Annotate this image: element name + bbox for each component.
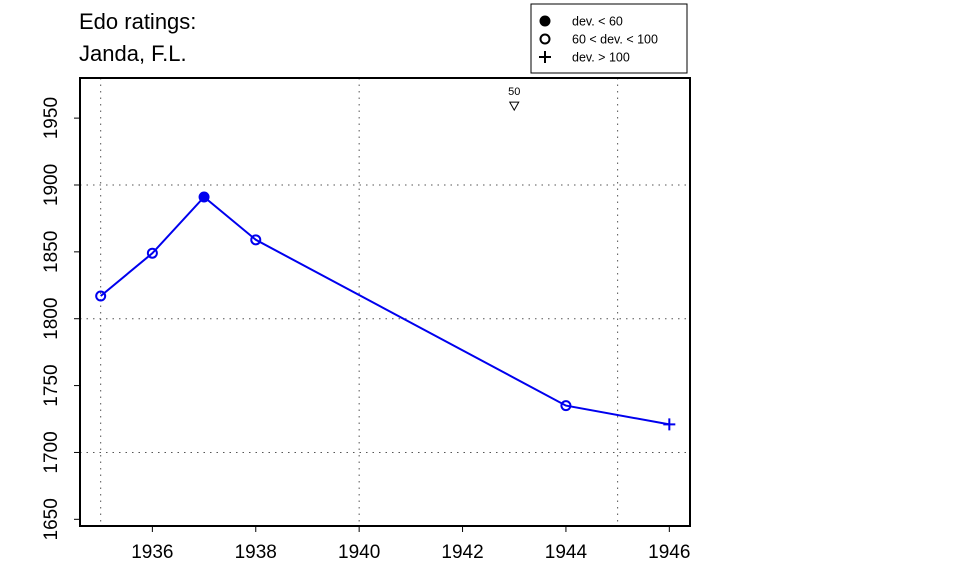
data-point <box>663 418 676 431</box>
data-point <box>198 191 210 203</box>
annotation-label: 50 <box>508 86 520 98</box>
legend: dev. < 60 60 < dev. < 100 dev. > 100 <box>530 3 688 74</box>
data-point <box>560 400 572 412</box>
plot-frame <box>79 77 691 527</box>
y-tick-label: 1700 <box>41 431 62 473</box>
y-tick-label: 1650 <box>41 498 62 540</box>
x-tick-label: 1942 <box>441 542 483 563</box>
series-layer <box>95 191 676 431</box>
y-axis: 1650 1700 1750 1800 1850 1900 1950 <box>41 97 80 540</box>
y-tick-label: 1800 <box>41 298 62 340</box>
grid-layer <box>80 78 690 526</box>
series-line <box>100 195 670 426</box>
x-axis: 1936 1938 1940 1942 1944 1946 <box>131 526 690 563</box>
annotation-marker <box>508 101 520 112</box>
y-tick-label: 1750 <box>41 364 62 406</box>
chart-subtitle: Janda, F.L. <box>79 41 187 66</box>
data-point <box>250 234 262 246</box>
data-point <box>146 247 158 259</box>
x-tick-label: 1938 <box>235 542 277 563</box>
x-tick-label: 1944 <box>545 542 588 563</box>
annotation-layer: 50 <box>508 86 520 112</box>
x-tick-label: 1940 <box>338 542 380 563</box>
x-tick-label: 1936 <box>131 542 173 563</box>
legend-marker <box>539 33 551 45</box>
y-tick-label: 1900 <box>41 164 62 206</box>
legend-label: 60 < dev. < 100 <box>572 33 658 47</box>
y-tick-label: 1850 <box>41 231 62 273</box>
legend-box <box>530 3 688 74</box>
legend-label: dev. < 60 <box>572 15 623 29</box>
legend-marker <box>539 51 551 63</box>
y-tick-label: 1950 <box>41 97 62 139</box>
data-point <box>95 290 107 302</box>
x-tick-label: 1946 <box>648 542 690 563</box>
legend-label: dev. > 100 <box>572 51 630 65</box>
chart-title: Edo ratings: <box>79 9 196 34</box>
legend-marker <box>539 15 551 27</box>
